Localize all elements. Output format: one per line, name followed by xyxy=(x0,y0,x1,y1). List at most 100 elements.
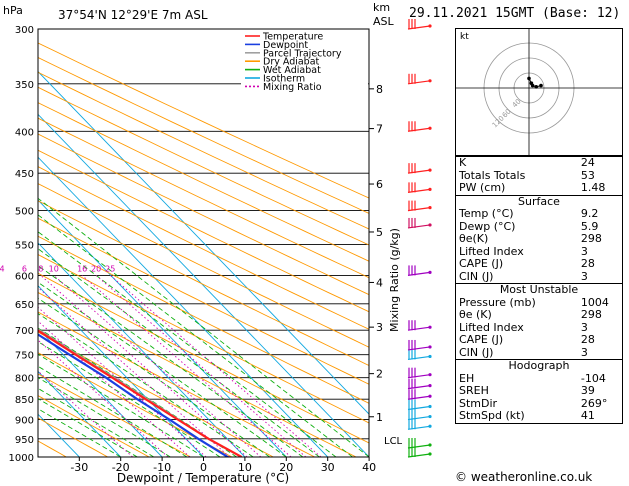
unstable-index-row: Lifted Index 3 xyxy=(454,321,623,334)
credit-text: © weatheronline.co.uk xyxy=(455,470,593,484)
general-index-row: PW (cm) 1.48 xyxy=(454,181,623,195)
wind-barb xyxy=(407,349,432,361)
wind-barb-dot xyxy=(428,168,432,172)
wind-barb xyxy=(407,339,432,351)
index-value: 5.9 xyxy=(552,220,623,233)
wind-barb-staff xyxy=(407,355,431,361)
wind-barb-dot xyxy=(428,443,432,447)
legend-item-label: Parcel Trajectory xyxy=(263,48,342,59)
mixing-ratio-label: 10 xyxy=(49,264,59,273)
wind-barb xyxy=(407,437,432,449)
dry-adiabat-line xyxy=(38,166,369,330)
index-value: 24 xyxy=(552,156,623,170)
legend-item-label: Dry Adiabat xyxy=(263,57,320,68)
pressure-tick-label: 700 xyxy=(15,326,34,337)
isotherm-line xyxy=(38,285,204,457)
wind-barb xyxy=(407,182,432,193)
hodograph-ring-label: 60 xyxy=(501,107,513,119)
surface-index-row: θe(K) 298 xyxy=(454,232,623,246)
legend-box xyxy=(241,30,368,92)
wind-barb-dot xyxy=(428,223,432,227)
index-key: CAPE (J) xyxy=(454,257,553,271)
wet-adiabat-line xyxy=(38,231,337,457)
dewpoint-line xyxy=(38,333,229,457)
dry-adiabat-line xyxy=(38,235,369,404)
mixing-ratio-label: 8 xyxy=(38,264,43,273)
index-key: SREH xyxy=(454,384,553,398)
wind-barb xyxy=(407,409,432,421)
temperature-tick-label: 40 xyxy=(362,461,376,474)
dry-adiabat-line xyxy=(38,331,274,457)
index-key: K xyxy=(454,156,553,170)
wind-barb-dot xyxy=(428,354,432,359)
surface-index-row: Lifted Index 3 xyxy=(454,245,623,258)
hodograph-ring-label: 40 xyxy=(511,97,523,109)
x-axis-title: Dewpoint / Temperature (°C) xyxy=(117,471,289,485)
mixing-ratio-line xyxy=(38,306,207,457)
index-key: θe(K) xyxy=(454,232,553,246)
index-key: CAPE (J) xyxy=(454,333,553,347)
wind-barb xyxy=(407,163,432,174)
lcl-label: LCL xyxy=(384,436,403,447)
wind-barb xyxy=(407,19,432,30)
wind-barb-staff xyxy=(407,415,431,421)
wind-barb-staff xyxy=(407,80,431,85)
dry-adiabat-line xyxy=(38,254,369,424)
dry-adiabat-line xyxy=(38,133,369,296)
datetime-label: 29.11.2021 15GMT (Base: 12) xyxy=(409,6,621,21)
hodograph-point xyxy=(534,85,538,89)
wind-barb-dot xyxy=(428,394,432,398)
index-key: Temp (°C) xyxy=(454,207,553,221)
index-key: Pressure (mb) xyxy=(454,296,553,309)
legend-item-label: Isotherm xyxy=(263,74,305,85)
wind-barb xyxy=(407,367,432,379)
index-value: 269° xyxy=(552,397,623,410)
km-tick-label: 7 xyxy=(376,123,383,136)
km-tick-label: 8 xyxy=(376,83,383,96)
pressure-tick-label: 300 xyxy=(15,25,34,36)
km-unit-label: km xyxy=(373,1,390,14)
wind-barb-dot xyxy=(428,414,432,419)
mixing-ratio-label: 20 xyxy=(91,264,101,273)
pressure-tick-label: 750 xyxy=(15,351,34,362)
index-key: Dewp (°C) xyxy=(454,220,553,233)
wet-adiabat-line xyxy=(38,265,304,457)
wind-barb-staff xyxy=(407,25,431,30)
surface-index-row: Dewp (°C) 5.9 xyxy=(454,220,623,233)
wind-barb-staff xyxy=(407,374,431,379)
hodograph-index-row: StmSpd (kt) 41 xyxy=(454,409,623,424)
mixing-ratio-label: 16 xyxy=(77,264,87,273)
wind-barb-dot xyxy=(428,404,432,409)
hodograph-unit-label: kt xyxy=(460,32,469,42)
wind-barb xyxy=(407,447,432,458)
pressure-tick-label: 900 xyxy=(15,416,34,427)
pressure-tick-label: 600 xyxy=(15,271,34,282)
km-tick-label: 1 xyxy=(376,411,383,424)
km-tick-label: 2 xyxy=(376,368,383,381)
wet-adiabat-line xyxy=(38,353,204,457)
wind-barb-dot xyxy=(428,424,432,428)
pressure-tick-label: 400 xyxy=(15,127,34,138)
surface-index-row: Temp (°C) 9.2 xyxy=(454,207,623,221)
mixing-ratio-label: 6 xyxy=(22,264,27,273)
wind-barb-dot xyxy=(428,345,432,349)
unstable-section-title: Most Unstable xyxy=(455,283,623,297)
dry-adiabat-line xyxy=(38,373,191,457)
wind-barb-dot xyxy=(428,373,432,377)
y2-axis-title: Mixing Ratio (g/kg) xyxy=(388,228,401,332)
dry-adiabat-line xyxy=(38,272,369,444)
wind-barb-staff xyxy=(407,346,431,351)
pressure-tick-label: 800 xyxy=(15,374,34,385)
index-value: 3 xyxy=(552,270,623,284)
pressure-tick-label: 500 xyxy=(15,207,34,218)
wind-barb xyxy=(407,419,432,430)
unstable-index-row: CAPE (J) 28 xyxy=(454,333,623,347)
wind-barb-dot xyxy=(428,187,432,191)
general-index-row: K 24 xyxy=(454,156,623,170)
general-index-row: Totals Totals 53 xyxy=(454,169,623,182)
wind-barb-staff xyxy=(407,188,431,193)
pressure-tick-label: 450 xyxy=(15,169,34,180)
dry-adiabat-line xyxy=(38,217,369,385)
mixing-ratio-line xyxy=(38,286,230,457)
wind-barb-staff xyxy=(407,206,431,212)
